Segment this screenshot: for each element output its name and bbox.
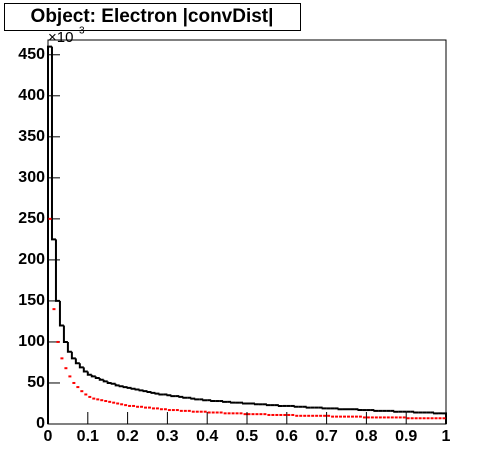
histogram-step <box>154 392 160 395</box>
x-tick-label: 0.2 <box>116 428 138 445</box>
histogram-step <box>50 46 56 241</box>
histogram-step <box>78 363 84 369</box>
x-tick-label: 0.9 <box>395 428 417 445</box>
histogram-step <box>118 385 124 388</box>
x-tick-label: 0.3 <box>156 428 178 445</box>
histogram-step <box>114 383 120 387</box>
histogram-step <box>277 404 283 407</box>
histogram-step <box>357 409 363 412</box>
histogram-step <box>433 412 439 415</box>
histogram-step <box>373 409 379 412</box>
histogram-step <box>82 367 88 373</box>
y-tick-label: 0 <box>36 415 45 432</box>
histogram-step <box>202 399 208 402</box>
histogram-step <box>62 325 68 343</box>
histogram-step <box>106 381 112 384</box>
y-tick-label: 400 <box>18 87 45 104</box>
histogram-step <box>90 374 96 378</box>
histogram-step <box>70 351 76 360</box>
y-tick-label: 200 <box>18 251 45 268</box>
histogram-step <box>242 402 247 405</box>
x-tick-label: 0.8 <box>355 428 377 445</box>
y-multiplier: ×10 <box>48 29 73 46</box>
histogram-step <box>305 406 311 409</box>
histogram-step <box>94 376 100 380</box>
y-tick-label: 350 <box>18 128 45 145</box>
histogram-step <box>130 387 136 390</box>
histogram-step <box>393 410 399 413</box>
histogram-step <box>293 405 299 408</box>
histogram-step <box>126 386 132 389</box>
histogram-step <box>170 395 176 398</box>
histogram-step <box>253 403 259 406</box>
histogram-step <box>210 400 216 403</box>
y-tick-label: 300 <box>18 169 45 186</box>
histogram-step <box>166 394 172 397</box>
y-multiplier-exponent: 3 <box>79 26 85 37</box>
y-tick-label: 250 <box>18 210 45 227</box>
title-box <box>4 3 301 31</box>
histogram-step <box>142 390 148 393</box>
histogram-step <box>138 389 144 392</box>
x-tick-label: 0.5 <box>236 428 258 445</box>
histogram-step <box>98 378 104 381</box>
x-tick-label: 1 <box>442 428 451 445</box>
histogram-step <box>321 407 327 410</box>
histogram-step <box>58 300 64 327</box>
histogram-step <box>182 396 188 399</box>
histogram-step <box>158 393 164 396</box>
histogram-step <box>222 400 228 403</box>
histogram-step <box>66 341 72 353</box>
histogram-step <box>110 382 116 385</box>
histogram-step <box>194 398 200 401</box>
histogram-step <box>190 397 196 400</box>
histogram-step <box>230 401 236 404</box>
histogram-step <box>102 379 108 383</box>
x-tick-label: 0 <box>44 428 53 445</box>
histogram-step <box>442 412 447 424</box>
histogram-step <box>54 239 60 302</box>
x-tick-label: 0.1 <box>77 428 99 445</box>
histogram-step <box>146 391 152 393</box>
histogram-step <box>86 371 92 376</box>
histogram-step <box>74 358 80 365</box>
y-tick-label: 150 <box>18 292 45 309</box>
y-tick-label: 450 <box>18 46 45 63</box>
x-tick-label: 0.4 <box>196 428 218 445</box>
x-tick-label: 0.6 <box>276 428 298 445</box>
histogram-step <box>413 411 419 414</box>
chart-title: Object: Electron |convDist| <box>31 6 274 27</box>
histogram-step <box>178 395 184 398</box>
y-tick-label: 100 <box>18 333 45 350</box>
histogram-step <box>122 386 128 389</box>
histogram-step <box>337 408 343 411</box>
y-tick-label: 50 <box>27 374 45 391</box>
histogram-step <box>47 45 52 424</box>
x-tick-label: 0.7 <box>315 428 337 445</box>
histogram-step <box>134 388 140 391</box>
histogram-step <box>265 404 271 407</box>
histogram-step <box>150 391 156 394</box>
